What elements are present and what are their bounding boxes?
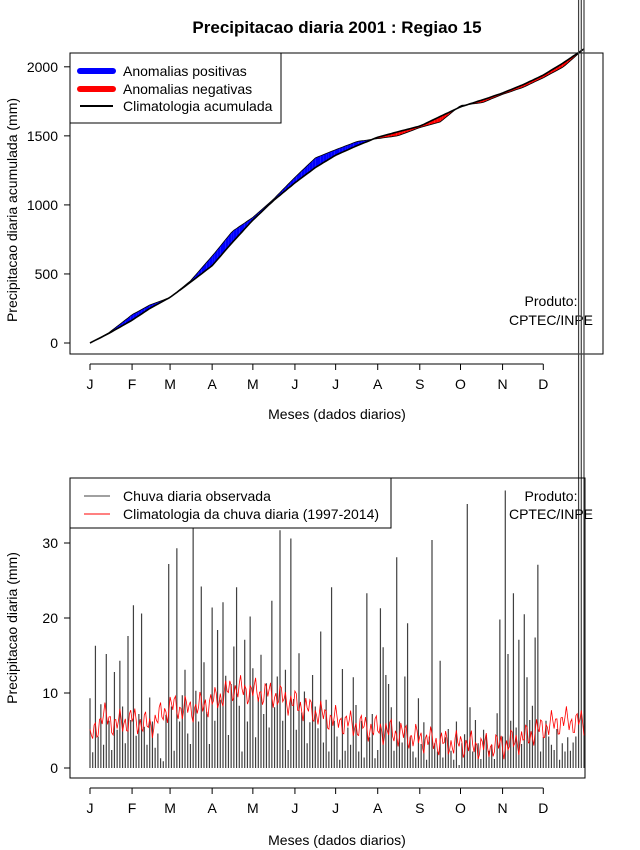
anomaly-positive-segment <box>312 158 316 170</box>
climatology-accumulated-line <box>89 48 585 344</box>
x-tick-label: A <box>373 800 383 816</box>
legend-observed-label: Chuva diaria observada <box>123 488 271 504</box>
x-tick-label: J <box>87 800 94 816</box>
legend: Chuva diaria observada Climatologia da c… <box>69 477 392 529</box>
accumulated-lines-layer <box>89 48 585 344</box>
x-tick-label: F <box>128 376 137 392</box>
legend: Anomalias positivas Anomalias negativas … <box>69 52 282 124</box>
daily-bars-layer <box>89 0 585 768</box>
chart-title: Precipitacao diaria 2001 : Regiao 15 <box>192 18 481 37</box>
anomaly-positive-segment <box>315 156 318 168</box>
x-tick-label: J <box>87 376 94 392</box>
producer-label: Produto: <box>525 293 578 309</box>
anomaly-positive-segment <box>318 155 321 166</box>
x-tick-label: J <box>291 800 298 816</box>
y-tick-label: 0 <box>50 760 58 776</box>
anomaly-positive-segment <box>323 153 327 163</box>
legend-negative-label: Anomalias negativas <box>123 81 252 97</box>
y-axis-label: Precipitacao diaria (mm) <box>4 552 20 704</box>
x-tick-label: J <box>291 376 298 392</box>
x-tick-label: J <box>332 800 339 816</box>
x-axis-label: Meses (dados diarios) <box>268 406 406 422</box>
daily-climatology-layer <box>89 675 585 760</box>
x-tick-label: N <box>498 800 508 816</box>
y-tick-label: 2000 <box>27 59 58 75</box>
y-axis: 0 10 20 30 <box>42 535 71 776</box>
x-tick-label: D <box>538 800 548 816</box>
x-tick-label: M <box>164 800 176 816</box>
anomaly-positive-segment <box>307 163 310 174</box>
y-tick-label: 500 <box>35 266 59 282</box>
x-tick-label: A <box>373 376 383 392</box>
x-tick-label: S <box>415 800 424 816</box>
y-tick-label: 10 <box>42 685 58 701</box>
daily-panel: J F M A M J J A S O N D 0 10 20 30 Meses (dados diario… <box>4 0 593 848</box>
x-tick-label: J <box>332 376 339 392</box>
x-tick-label: O <box>455 376 466 392</box>
anomaly-positive-segment <box>320 154 324 165</box>
legend-positive-label: Anomalias positivas <box>123 63 247 79</box>
legend-climatology-label: Climatologia da chuva diaria (1997-2014) <box>123 506 379 522</box>
x-axis-label: Meses (dados diarios) <box>268 832 406 848</box>
x-tick-label: F <box>128 800 137 816</box>
y-tick-label: 0 <box>50 335 58 351</box>
x-tick-label: N <box>498 376 508 392</box>
daily-climatology-line <box>89 675 585 760</box>
y-tick-label: 20 <box>42 610 58 626</box>
x-tick-label: S <box>415 376 424 392</box>
legend-climatology-label: Climatologia acumulada <box>123 98 273 114</box>
x-tick-label: M <box>247 376 259 392</box>
anomaly-positive-segment <box>244 221 248 229</box>
producer-label: Produto: <box>525 488 578 504</box>
y-tick-label: 1000 <box>27 197 58 213</box>
x-tick-label: M <box>247 800 259 816</box>
x-tick-label: A <box>207 800 217 816</box>
accumulated-panel: J F M A M J J A S O N D 0 500 1000 1500 2000 Meses (dad… <box>4 48 604 422</box>
y-tick-label: 30 <box>42 535 58 551</box>
producer-name: CPTEC/INPE <box>509 312 593 328</box>
x-tick-label: M <box>164 376 176 392</box>
y-axis: 0 500 1000 1500 2000 <box>27 59 71 351</box>
y-axis-label: Precipitacao diaria acumulada (mm) <box>4 98 20 322</box>
producer-name: CPTEC/INPE <box>509 506 593 522</box>
x-tick-label: D <box>538 376 548 392</box>
x-tick-label: A <box>207 376 217 392</box>
y-tick-label: 1500 <box>27 128 58 144</box>
anomaly-positive-segment <box>309 160 313 172</box>
legend-box <box>69 477 392 529</box>
x-tick-label: O <box>455 800 466 816</box>
